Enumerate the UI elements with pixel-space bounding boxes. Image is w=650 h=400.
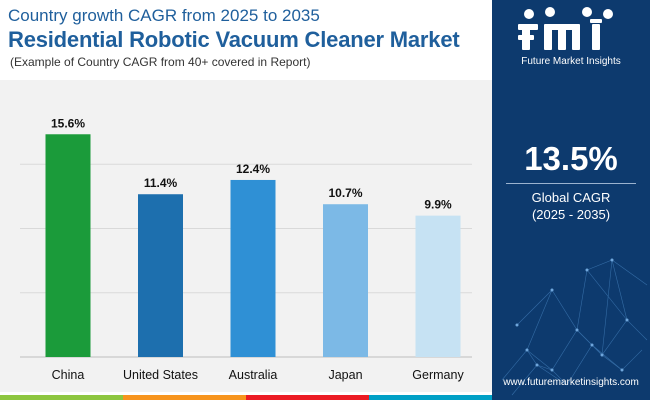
chart-note: (Example of Country CAGR from 40+ covere… xyxy=(10,55,311,69)
strip-segment-orange xyxy=(123,395,246,400)
bar-australia xyxy=(230,179,276,357)
bar-chart: 15.6% China 11.4% United States 12.4% Austral… xyxy=(20,116,472,382)
rocket-icon xyxy=(603,9,613,19)
global-cagr-period: (2025 - 2035) xyxy=(531,207,611,222)
x-tick-label: Australia xyxy=(229,368,278,382)
fmi-logo: Future Market Insights xyxy=(492,0,650,80)
website-link[interactable]: www.futuremarketinsights.com xyxy=(503,377,639,388)
bar-germany xyxy=(415,215,461,357)
x-tick-label: Germany xyxy=(412,368,464,382)
data-label: 10.7% xyxy=(328,186,362,200)
strip-segment-green xyxy=(0,395,123,400)
x-tick-label: China xyxy=(52,368,85,382)
header: Country growth CAGR from 2025 to 2035 Re… xyxy=(0,0,492,80)
x-tick-label: Japan xyxy=(328,368,362,382)
data-label: 12.4% xyxy=(236,162,270,176)
bar-japan xyxy=(323,204,368,357)
data-label: 11.4% xyxy=(144,176,178,190)
chart-title: Residential Robotic Vacuum Cleaner Marke… xyxy=(8,27,460,52)
plane-icon xyxy=(545,7,555,17)
leaf-icon xyxy=(524,9,534,19)
x-tick-label: United States xyxy=(123,368,198,382)
data-label: 9.9% xyxy=(424,198,452,212)
bar-china xyxy=(45,134,91,357)
strip-segment-teal xyxy=(369,395,492,400)
graph-icon xyxy=(582,7,592,17)
global-cagr-value: 13.5% xyxy=(524,140,618,177)
bottom-color-strip xyxy=(0,395,492,400)
chart-subtitle: Country growth CAGR from 2025 to 2035 xyxy=(8,6,320,25)
brand-name: Future Market Insights xyxy=(521,56,621,67)
bar-united-states xyxy=(138,194,183,357)
side-panel: Future Market Insights 13.5% Global CAGR… xyxy=(492,0,650,400)
network-decoration xyxy=(501,258,648,396)
global-cagr-label: Global CAGR xyxy=(531,190,611,205)
strip-segment-red xyxy=(246,395,369,400)
divider xyxy=(506,183,636,184)
fmi-logo-mark xyxy=(518,7,613,50)
data-label: 15.6% xyxy=(51,116,85,130)
